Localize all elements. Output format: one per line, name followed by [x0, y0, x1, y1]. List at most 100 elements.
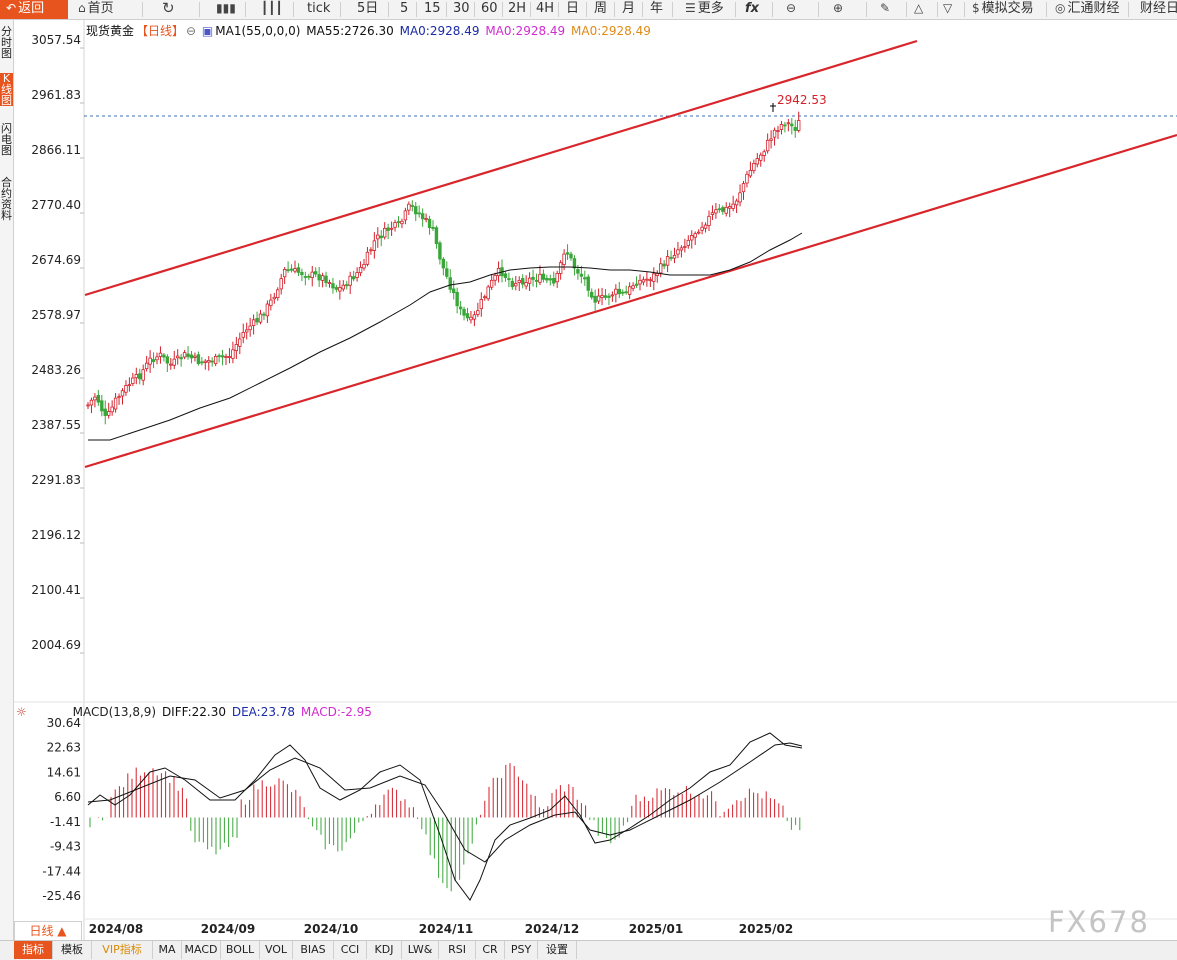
candle-body [621, 291, 625, 294]
menu-icon: ☰ [685, 1, 696, 15]
period-5d-button[interactable]: 5日 [357, 1, 379, 16]
bar-chart-button[interactable]: ▮▮▮ [216, 0, 238, 19]
candle-body [376, 234, 380, 240]
candle-body [462, 308, 466, 316]
macd-tick-label: 30.64 [47, 716, 81, 730]
rail-contract[interactable]: 合约资料 [1, 176, 12, 222]
candle-body [362, 263, 366, 269]
period-year-button[interactable]: 年 [650, 1, 664, 16]
candle-body [659, 263, 663, 274]
formula-button[interactable]: fx [745, 1, 760, 16]
fin-calendar-button[interactable]: 财经日 [1140, 1, 1177, 16]
candle-body [127, 384, 132, 387]
candle-body [244, 329, 249, 333]
fxnews-button[interactable]: ◎ 汇通财经 [1055, 0, 1120, 19]
candle-body [124, 385, 128, 393]
tab-bias[interactable]: BIAS [293, 941, 334, 959]
macd-tick-label: -17.44 [42, 864, 81, 878]
candle-body [721, 207, 725, 212]
tab-templates[interactable]: 模板 [53, 941, 92, 959]
draw-pen-button[interactable]: ✎ [880, 0, 892, 19]
period-week-button[interactable]: 周 [594, 1, 608, 16]
toolbar-divider [1046, 2, 1047, 17]
zoom-out-button[interactable]: ⊖ [786, 0, 798, 19]
legend-toggle-icon[interactable]: ⊖ [186, 24, 197, 38]
tab-lw[interactable]: LW& [402, 941, 439, 959]
period-5m-button[interactable]: 5 [400, 1, 409, 16]
toolbar-divider [818, 2, 819, 17]
rail-flash[interactable]: 闪电图 [1, 122, 12, 157]
candle-body [358, 266, 363, 274]
candle-body [576, 269, 580, 274]
period-day-button[interactable]: 日 [566, 1, 580, 16]
macd-diff-line [87, 732, 803, 901]
candle-body [262, 313, 266, 316]
candle-body [638, 279, 642, 285]
candle-body [196, 354, 201, 364]
tab-psy[interactable]: PSY [505, 941, 538, 959]
tab-vip[interactable]: VIP指标 [92, 941, 153, 959]
candle-body [614, 288, 618, 295]
triangle-up-button[interactable]: △ [914, 0, 925, 19]
period-2h-button[interactable]: 2H [508, 1, 527, 16]
period-60m-button[interactable]: 60 [481, 1, 498, 16]
tab-ma[interactable]: MA [153, 941, 182, 959]
candle-body [386, 227, 390, 231]
date-tick-label: 2025/02 [739, 922, 793, 936]
tick-button[interactable]: tick [307, 1, 331, 16]
sim-trade-button[interactable]: $ 模拟交易 [972, 0, 1034, 19]
candle-body [634, 283, 639, 286]
candle-body [627, 286, 632, 295]
price-tick-label: 2291.83 [31, 473, 81, 487]
candle-body [210, 360, 214, 363]
candle-body [652, 273, 656, 282]
tab-cr[interactable]: CR [476, 941, 505, 959]
period-selector-button[interactable]: 日线 ▲ [14, 921, 82, 941]
candle-body [714, 209, 718, 214]
date-tick-label: 2024/12 [525, 922, 579, 936]
back-arrow-icon: ↶ [6, 1, 17, 15]
period-4h-button[interactable]: 4H [536, 1, 555, 16]
period-15m-button[interactable]: 15 [424, 1, 441, 16]
more-button[interactable]: ☰ 更多 [685, 0, 724, 19]
candle-body [479, 299, 483, 310]
tab-cci[interactable]: CCI [334, 941, 367, 959]
candle-body [448, 277, 452, 290]
candle-body [472, 314, 477, 320]
macd-name: MACD(13,8,9) [72, 705, 157, 719]
period-30m-button[interactable]: 30 [453, 1, 470, 16]
tab-rsi[interactable]: RSI [439, 941, 476, 959]
tab-indicators[interactable]: 指标 [14, 941, 53, 959]
rail-timeshare[interactable]: 分时图 [1, 25, 12, 60]
toolbar-divider [672, 2, 673, 17]
back-button[interactable]: ↶ 返回 [0, 0, 68, 19]
candle-body [507, 278, 511, 281]
settings-gear-icon[interactable]: ☼ [16, 705, 27, 719]
candle-body [307, 275, 311, 278]
home-button[interactable]: ⌂ 首页 [78, 0, 114, 19]
period-month-button[interactable]: 月 [622, 1, 636, 16]
tab-vol[interactable]: VOL [260, 941, 293, 959]
tab-settings[interactable]: 设置 [538, 941, 577, 959]
toolbar-divider [964, 2, 965, 17]
candle-body [251, 319, 256, 326]
refresh-button[interactable]: ↻ [162, 0, 177, 19]
ma55-line [88, 232, 803, 441]
triangle-down-button[interactable]: ▽ [943, 0, 954, 19]
toolbar-divider [906, 2, 907, 17]
candle-body [797, 120, 801, 131]
toolbar-divider [293, 2, 294, 17]
candle-body [748, 169, 753, 177]
tab-boll[interactable]: BOLL [221, 941, 260, 959]
candle-button[interactable]: ┃┃┃ [261, 0, 285, 19]
tab-kdj[interactable]: KDJ [367, 941, 402, 959]
candle-body [755, 158, 759, 165]
candle-body [414, 206, 418, 215]
zoom-in-button[interactable]: ⊕ [833, 0, 845, 19]
candle-body [317, 274, 321, 281]
tab-macd[interactable]: MACD [182, 941, 221, 959]
toolbar-divider [937, 2, 938, 17]
rail-kline[interactable]: K线图 [0, 72, 13, 107]
candle-body [258, 313, 263, 323]
